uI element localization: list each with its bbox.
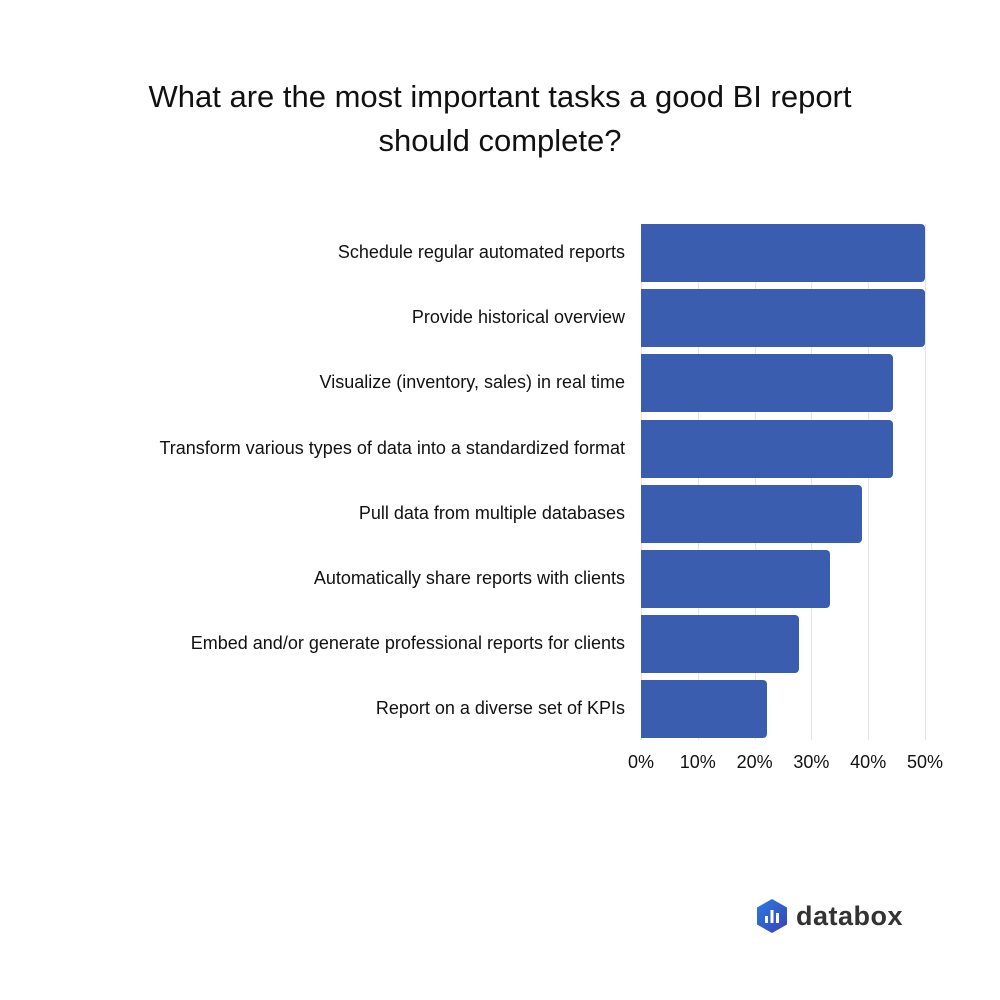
x-tick-label: 50% — [906, 752, 944, 772]
title-line-2: should complete? — [378, 123, 622, 158]
bar — [641, 615, 799, 674]
category-label: Automatically share reports with clients — [313, 568, 625, 588]
brand-name: databox — [796, 900, 904, 931]
gridline — [641, 224, 642, 740]
plot-area — [641, 224, 926, 740]
category-label: Embed and/or generate professional repor… — [190, 633, 625, 654]
x-tick-label: 40% — [850, 752, 887, 772]
gridline — [868, 224, 870, 740]
x-tick-label: 30% — [793, 752, 830, 772]
bar — [641, 550, 831, 608]
bar — [641, 354, 894, 413]
x-tick-label: 0% — [627, 752, 655, 772]
bar — [641, 419, 894, 478]
databox-logo-icon — [757, 899, 787, 933]
category-label: Pull data from multiple databases — [358, 502, 625, 523]
bar — [641, 680, 768, 739]
x-tick-label: 10% — [679, 752, 716, 772]
category-label: Transform various types of data into a s… — [159, 437, 625, 458]
gridline — [697, 224, 699, 740]
bar — [641, 484, 862, 543]
databox-logo: databox — [756, 898, 903, 934]
title-line-1: What are the most important tasks a good… — [148, 79, 852, 114]
category-label: Visualize (inventory, sales) in real tim… — [319, 372, 625, 393]
gridline — [925, 224, 926, 740]
chart-title: What are the most important tasks a good… — [0, 75, 1000, 163]
gridline — [754, 224, 756, 740]
category-label: Schedule regular automated reports — [337, 242, 625, 262]
x-tick-label: 20% — [736, 752, 773, 772]
category-label: Report on a diverse set of KPIs — [375, 698, 625, 719]
gridline — [811, 224, 813, 740]
category-label: Provide historical overview — [411, 307, 625, 328]
bar — [641, 289, 925, 348]
bar — [641, 224, 925, 282]
